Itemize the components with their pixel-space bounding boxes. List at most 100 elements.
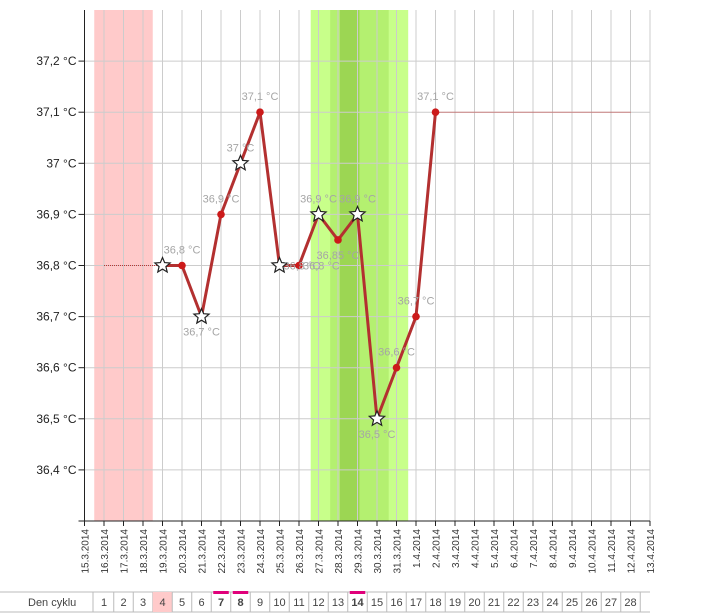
data-label: 36,6 °C: [378, 347, 415, 359]
cycle-day-20: 20: [468, 597, 480, 609]
x-tick-label: 3.4.2014: [451, 529, 462, 568]
x-tick-label: 15.3.2014: [81, 529, 92, 574]
data-label: 37 °C: [227, 142, 255, 154]
cycle-day-5: 5: [179, 597, 185, 609]
cycle-day-28: 28: [624, 597, 636, 609]
x-axis: 15.3.2014 16.3.2014 17.3.2014 18.3.2014 19.3…: [78, 520, 657, 574]
cycle-day-11: 11: [293, 597, 304, 609]
y-tick-label: 36,4 °C: [36, 463, 76, 477]
star-marker: [231, 153, 250, 172]
cycle-day-mark: [213, 591, 229, 594]
dot-marker: [431, 108, 440, 116]
cycle-day-3: 3: [140, 597, 146, 609]
cycle-day-23: 23: [527, 597, 539, 609]
cycle-day-22: 22: [507, 597, 519, 609]
cycle-day-17: 17: [410, 597, 422, 609]
y-tick-label: 36,5 °C: [36, 412, 76, 426]
y-tick-label: 36,8 °C: [36, 259, 76, 273]
star-marker: [309, 204, 328, 223]
data-label: 36,7 °C: [398, 296, 435, 308]
data-label: 36,9 °C: [300, 193, 337, 205]
data-label: 36,8 °C: [164, 245, 201, 257]
cycle-day-4: 4: [159, 597, 165, 609]
x-tick-label: 18.3.2014: [139, 529, 150, 574]
star-marker: [367, 409, 387, 427]
x-tick-label: 13.4.2014: [646, 529, 657, 574]
x-tick-label: 24.3.2014: [256, 529, 267, 574]
cycle-day-27: 27: [605, 597, 617, 609]
x-tick-label: 2.4.2014: [432, 529, 443, 568]
x-tick-label: 1.4.2014: [412, 529, 423, 568]
x-tick-label: 26.3.2014: [295, 529, 306, 574]
data-label: 37,1 °C: [417, 91, 454, 103]
x-tick-label: 5.4.2014: [490, 529, 501, 568]
cycle-day-9: 9: [257, 597, 263, 609]
temperature-series: [153, 108, 440, 427]
cycle-day-1: 1: [101, 597, 107, 609]
cycle-day-12: 12: [312, 597, 324, 609]
dot-marker: [256, 108, 264, 116]
cycle-day-25: 25: [566, 597, 578, 609]
cycle-day-21: 21: [488, 597, 500, 609]
star-marker: [348, 204, 367, 223]
cycle-day-row: Den cyklu 1 2 3 4 5 6 7 8 9 10 11 12 13 14 15 16 17 18 19 20…: [0, 591, 650, 613]
x-tick-label: 22.3.2014: [217, 529, 228, 574]
cycle-day-16: 16: [390, 597, 402, 609]
cycle-day-10: 10: [273, 597, 285, 609]
x-tick-label: 29.3.2014: [354, 529, 365, 574]
cycle-day-15: 15: [371, 597, 383, 609]
x-tick-label: 12.4.2014: [627, 529, 638, 574]
reference-lines: [104, 111, 631, 266]
data-label: 36,7 °C: [183, 327, 220, 339]
cycle-day-mark: [349, 591, 366, 594]
cycle-day-6: 6: [198, 597, 204, 609]
x-tick-label: 10.4.2014: [588, 529, 599, 574]
cycle-day-13: 13: [332, 597, 344, 609]
dot-marker: [295, 261, 303, 270]
x-tick-label: 17.3.2014: [120, 529, 131, 574]
cycle-day-24: 24: [546, 597, 558, 609]
star-marker: [270, 255, 289, 274]
x-tick-label: 8.4.2014: [549, 529, 560, 568]
data-label: 36,9 °C: [203, 193, 240, 205]
star-marker: [192, 307, 211, 325]
y-tick-label: 36,9 °C: [36, 207, 76, 221]
data-label: 36,8 °C: [284, 261, 321, 273]
dot-marker: [217, 210, 225, 219]
cycle-day-14: 14: [351, 597, 364, 609]
star-marker: [153, 255, 172, 274]
cycle-day-26: 26: [585, 597, 597, 609]
x-tick-label: 21.3.2014: [198, 529, 209, 574]
y-axis: 36,4 °C 36,5 °C 36,6 °C 36,7 °C 36,8 °C 36,9 …: [36, 10, 85, 521]
x-tick-label: 23.3.2014: [237, 529, 248, 574]
x-tick-label: 19.3.2014: [159, 529, 170, 574]
y-tick-label: 37,2 °C: [36, 54, 76, 68]
dot-marker: [178, 261, 186, 270]
cycle-day-18: 18: [429, 597, 441, 609]
data-label: 36,85 °C: [317, 250, 360, 262]
x-tick-label: 30.3.2014: [373, 529, 384, 574]
cycle-day-8: 8: [237, 597, 243, 609]
y-tick-label: 36,7 °C: [36, 310, 76, 324]
x-tick-label: 4.4.2014: [471, 529, 482, 568]
x-tick-label: 7.4.2014: [529, 529, 540, 568]
x-tick-label: 20.3.2014: [178, 529, 189, 574]
y-tick-label: 36,6 °C: [36, 361, 76, 375]
y-tick-label: 37,1 °C: [36, 105, 76, 119]
cycle-day-2: 2: [120, 597, 126, 609]
cycle-day-mark: [232, 591, 249, 594]
data-label: 36,9 °C: [339, 193, 376, 205]
x-tick-label: 16.3.2014: [100, 529, 111, 574]
dot-marker: [412, 312, 420, 321]
data-label: 37,1 °C: [242, 91, 279, 103]
x-tick-label: 27.3.2014: [315, 529, 326, 574]
data-label: 36,5 °C: [359, 429, 396, 441]
x-tick-label: 31.3.2014: [393, 529, 404, 574]
x-tick-label: 6.4.2014: [510, 529, 521, 568]
dot-marker: [392, 363, 401, 372]
data-label: 36,8 °C: [303, 261, 340, 273]
y-tick-label: 37 °C: [46, 156, 76, 170]
x-tick-label: 9.4.2014: [568, 529, 579, 568]
cycle-day-19: 19: [449, 597, 461, 609]
